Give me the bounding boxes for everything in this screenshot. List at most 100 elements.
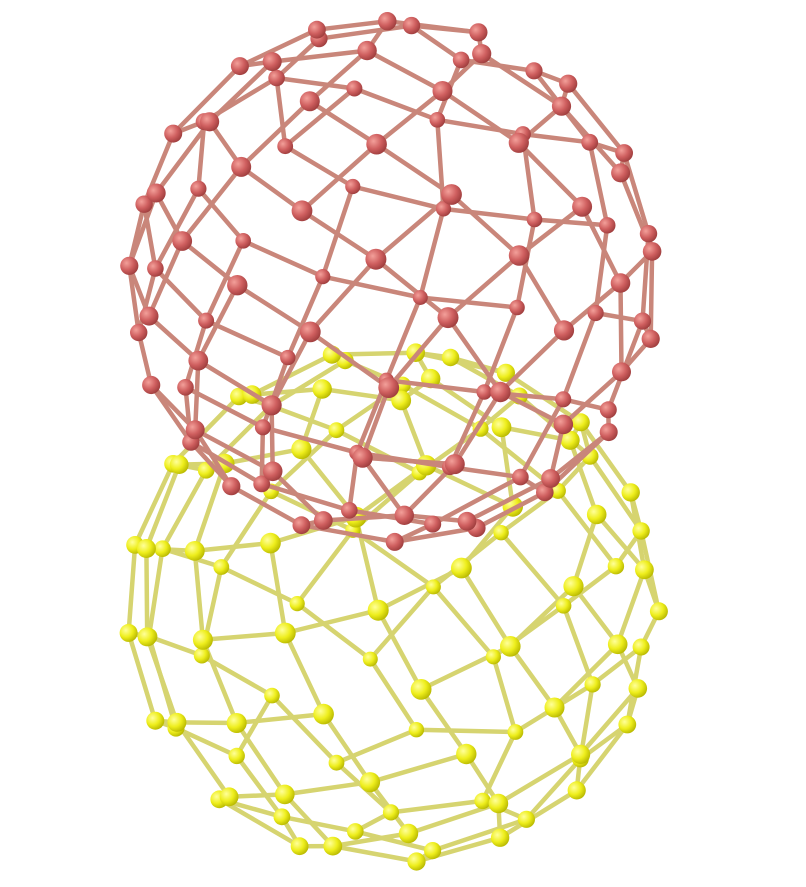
cage-bottom-atom — [367, 599, 389, 621]
cage-top-atom — [587, 304, 604, 322]
cage-top-bond — [384, 377, 487, 395]
cage-bottom-bond — [234, 693, 275, 759]
cage-bottom-atom — [607, 558, 625, 575]
cage-top-bond — [386, 315, 451, 390]
cage-bottom-bond — [160, 468, 209, 551]
cage-bottom-atom — [500, 636, 521, 657]
cage-bottom-bond — [319, 386, 404, 403]
cage-bottom-bond — [555, 488, 619, 569]
cage-top-atom — [452, 51, 470, 69]
cage-bottom-bond — [498, 530, 566, 609]
cage-top-bond — [352, 86, 440, 123]
cage-bottom-atom — [571, 744, 591, 765]
cage-top-bond — [235, 282, 313, 335]
cage-bottom-bond — [219, 564, 300, 606]
cage-top-atom — [424, 515, 442, 533]
cage-bottom-bond — [431, 584, 496, 660]
cage-top-bond — [364, 48, 445, 94]
cage-top-bond — [314, 18, 390, 32]
cage-bottom-bond — [375, 607, 424, 692]
cage-top-atom — [457, 511, 477, 531]
cage-top-bond — [384, 295, 423, 383]
cage-top-atom — [490, 381, 511, 403]
cage-bottom-atom — [649, 602, 668, 621]
cage-top-bond — [299, 522, 397, 545]
cage-top-atom — [188, 350, 209, 371]
cage-top-bond — [440, 88, 522, 146]
cage-bottom-bond — [132, 461, 176, 548]
cage-top-atom — [541, 469, 560, 488]
cage-top-bond — [516, 204, 585, 258]
cage-top-atom — [308, 20, 326, 39]
cage-bottom-bond — [496, 752, 583, 806]
cage-top-atom — [172, 231, 193, 251]
cage-bottom-bond — [283, 630, 326, 717]
cage-bottom-atom — [632, 522, 650, 540]
cage-top-bond — [532, 217, 610, 228]
cage-top-atom — [139, 306, 159, 326]
cage-top-atom — [599, 401, 617, 419]
cage-bottom-bond — [587, 454, 644, 534]
cage-top-bond — [374, 88, 445, 147]
cage-bottom-atom — [312, 379, 332, 399]
cage-bottom-atom — [260, 532, 281, 554]
cage-top-atom — [346, 80, 363, 97]
cage-top-bond — [170, 63, 243, 136]
cage-top-bond — [445, 315, 503, 395]
cage-top-atom — [292, 516, 311, 535]
cage-bottom-bond — [279, 814, 358, 834]
cage-top-bond — [618, 280, 624, 375]
cage-top-atom — [432, 81, 453, 101]
cage-top-atom — [441, 184, 462, 205]
cage-top-bond — [207, 59, 275, 125]
cage-bottom-atom — [618, 715, 637, 734]
cage-top-bond — [299, 208, 379, 262]
cage-top-bond — [449, 192, 522, 258]
cage-bottom-atom — [289, 596, 305, 612]
cage-top-atom — [641, 329, 660, 348]
cage-top-bond — [196, 186, 246, 244]
cage-top-bond — [192, 427, 275, 474]
cage-bottom-atom — [226, 713, 247, 733]
cage-bottom-atom — [456, 743, 477, 765]
cage-bottom-bond — [334, 427, 422, 475]
cage-bottom-bond — [508, 583, 576, 649]
cage-top-atom — [553, 320, 575, 341]
cage-bottom-bond — [578, 420, 633, 495]
cage-top-atom — [277, 138, 294, 155]
cage-top-atom — [437, 307, 459, 329]
cage-bottom-atom — [621, 483, 640, 502]
cage-bottom-bond — [414, 727, 518, 735]
cage-top-atom — [581, 133, 599, 151]
cage-bottom-bond — [367, 751, 469, 785]
cage-top-bond — [269, 48, 370, 64]
cage-top-atom — [508, 245, 530, 266]
cage-bottom-bond — [234, 711, 326, 726]
cage-top-atom — [551, 96, 572, 116]
cage-top-bond — [464, 476, 553, 524]
cage-top-bond — [392, 525, 479, 545]
cage-top-atom — [235, 233, 251, 249]
cage-bottom-bond — [200, 630, 288, 643]
cage-top-atom — [509, 299, 525, 316]
cage-bottom-bond — [126, 630, 158, 723]
cage-top-atom — [429, 112, 446, 128]
cage-bottom-bond — [594, 512, 647, 573]
cage-top-bond — [192, 427, 234, 489]
cage-top-bond — [240, 238, 326, 279]
cage-bottom-bond — [590, 644, 644, 687]
cage-top-bond — [474, 490, 548, 531]
cage-top-atom — [385, 532, 404, 551]
cage-bottom-atom — [347, 823, 364, 840]
cage-bottom-atom — [560, 430, 580, 450]
cage-bottom-bond — [330, 831, 411, 849]
cage-top-bond — [560, 310, 598, 402]
cage-top-atom — [599, 423, 618, 442]
cage-bottom-atom — [571, 413, 590, 432]
cage-top-atom — [512, 468, 529, 486]
cage-top-atom — [402, 16, 421, 35]
cage-top-bond — [229, 483, 304, 528]
cage-bottom-bond — [234, 753, 285, 820]
cage-top-bond — [307, 48, 370, 104]
cage-bottom-atom — [425, 579, 441, 595]
